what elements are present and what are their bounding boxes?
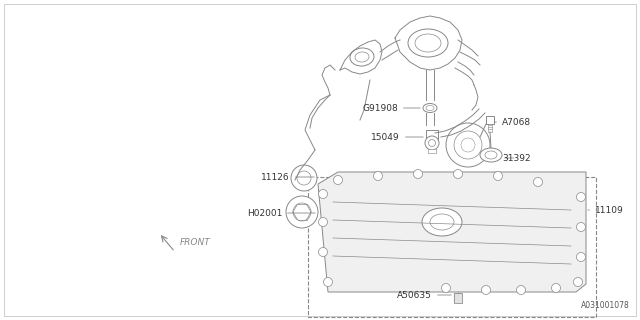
Ellipse shape bbox=[485, 151, 497, 159]
Circle shape bbox=[461, 138, 475, 152]
Text: 15049: 15049 bbox=[371, 132, 423, 141]
Circle shape bbox=[333, 175, 342, 185]
Circle shape bbox=[481, 285, 490, 294]
Bar bbox=[488, 124, 492, 132]
Circle shape bbox=[286, 196, 318, 228]
Ellipse shape bbox=[422, 208, 462, 236]
Text: A7068: A7068 bbox=[494, 117, 531, 126]
Polygon shape bbox=[318, 172, 586, 292]
Circle shape bbox=[323, 277, 333, 286]
Bar bbox=[308, 177, 596, 317]
Circle shape bbox=[534, 178, 543, 187]
Circle shape bbox=[319, 218, 328, 227]
Circle shape bbox=[429, 140, 435, 147]
Bar bbox=[426, 130, 438, 140]
Circle shape bbox=[374, 172, 383, 180]
Bar bbox=[428, 149, 436, 153]
Ellipse shape bbox=[423, 103, 437, 113]
Circle shape bbox=[552, 284, 561, 292]
Circle shape bbox=[454, 131, 482, 159]
Circle shape bbox=[493, 172, 502, 180]
Text: 11109: 11109 bbox=[588, 205, 624, 214]
Circle shape bbox=[446, 123, 490, 167]
Circle shape bbox=[577, 252, 586, 261]
Circle shape bbox=[413, 170, 422, 179]
Circle shape bbox=[454, 170, 463, 179]
Circle shape bbox=[291, 165, 317, 191]
Ellipse shape bbox=[480, 148, 502, 162]
Circle shape bbox=[425, 136, 439, 150]
Bar bbox=[454, 293, 462, 303]
Bar bbox=[486, 116, 494, 124]
Circle shape bbox=[293, 203, 311, 221]
Circle shape bbox=[442, 284, 451, 292]
Ellipse shape bbox=[426, 106, 434, 110]
Circle shape bbox=[573, 277, 582, 286]
Text: FRONT: FRONT bbox=[180, 238, 211, 247]
Circle shape bbox=[577, 222, 586, 231]
Text: A031001078: A031001078 bbox=[581, 301, 630, 310]
Text: 11126: 11126 bbox=[261, 172, 314, 181]
Ellipse shape bbox=[430, 214, 454, 230]
Circle shape bbox=[319, 189, 328, 198]
Text: A50635: A50635 bbox=[397, 291, 451, 300]
Text: H02001: H02001 bbox=[246, 209, 316, 218]
Text: G91908: G91908 bbox=[362, 103, 420, 113]
Circle shape bbox=[516, 285, 525, 294]
Text: 31392: 31392 bbox=[502, 154, 531, 163]
Circle shape bbox=[319, 247, 328, 257]
Circle shape bbox=[577, 193, 586, 202]
Circle shape bbox=[297, 171, 311, 185]
